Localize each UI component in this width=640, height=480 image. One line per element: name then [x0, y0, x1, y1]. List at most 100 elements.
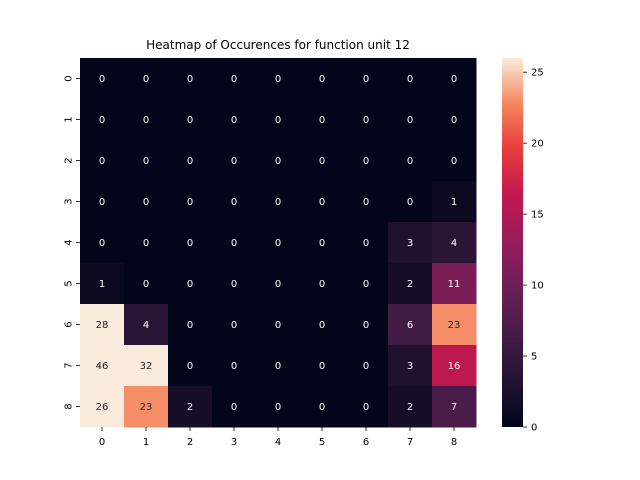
heatmap-cell-r2-c1 [124, 140, 169, 182]
heatmap-cell-r7-c1 [124, 345, 169, 387]
cell-value-r0-c7: 0 [407, 74, 413, 85]
cell-value-r4-c0: 0 [99, 238, 105, 249]
cell-value-r7-c5: 0 [319, 361, 325, 372]
heatmap-cell-r8-c0 [80, 386, 125, 428]
cell-value-r3-c6: 0 [363, 197, 369, 208]
heatmap-cell-r8-c6 [344, 386, 389, 428]
heatmap-cell-r1-c0 [80, 99, 125, 141]
heatmap-cell-r7-c3 [212, 345, 257, 387]
cell-value-r7-c2: 0 [187, 361, 193, 372]
cell-value-r3-c4: 0 [275, 197, 281, 208]
cell-value-r7-c8: 16 [448, 361, 461, 372]
cell-value-r5-c2: 0 [187, 279, 193, 290]
heatmap-cell-r5-c4 [256, 263, 301, 305]
colorbar-tick-label-20: 20 [531, 139, 544, 150]
heatmap-cell-r0-c5 [300, 58, 345, 100]
cell-value-r8-c6: 0 [363, 402, 369, 413]
heatmap-cell-r3-c6 [344, 181, 389, 223]
heatmap-cell-r7-c8 [432, 345, 477, 387]
colorbar: 0 5 10 15 20 25 [502, 58, 544, 434]
cell-value-r1-c4: 0 [275, 115, 281, 126]
chart-title: Heatmap of Occurences for function unit … [146, 38, 410, 52]
heatmap-cell-r1-c8 [432, 99, 477, 141]
cell-value-r3-c3: 0 [231, 197, 237, 208]
colorbar-tick-label-0: 0 [531, 423, 537, 434]
colorbar-tick-label-25: 25 [531, 68, 544, 79]
colorbar-tick-label-15: 15 [531, 210, 544, 221]
heatmap-cell-r3-c0 [80, 181, 125, 223]
cell-value-r5-c4: 0 [275, 279, 281, 290]
x-tick-label-1: 1 [143, 437, 149, 448]
colorbar-tick-label-10: 10 [531, 281, 544, 292]
cell-value-r1-c1: 0 [143, 115, 149, 126]
heatmap-cell-r1-c4 [256, 99, 301, 141]
x-tick-label-4: 4 [275, 437, 281, 448]
colorbar-gradient [502, 58, 523, 427]
y-tick-label-3: 3 [64, 198, 75, 204]
cell-value-r7-c0: 46 [96, 361, 109, 372]
heatmap-cell-r1-c6 [344, 99, 389, 141]
heatmap-cell-r6-c1 [124, 304, 169, 346]
heatmap-cell-r2-c6 [344, 140, 389, 182]
cell-value-r6-c1: 4 [143, 320, 149, 331]
y-axis: 0 1 2 3 4 5 6 7 8 [64, 75, 80, 410]
heatmap-cell-r0-c3 [212, 58, 257, 100]
cell-value-r2-c5: 0 [319, 156, 325, 167]
cell-value-r6-c3: 0 [231, 320, 237, 331]
heatmap-cell-r2-c7 [388, 140, 433, 182]
cell-value-r6-c6: 0 [363, 320, 369, 331]
cell-value-r7-c6: 0 [363, 361, 369, 372]
x-tick-label-7: 7 [407, 437, 413, 448]
heatmap-cell-r4-c5 [300, 222, 345, 264]
cell-value-r0-c2: 0 [187, 74, 193, 85]
heatmap-cell-r6-c7 [388, 304, 433, 346]
heatmap-cell-r0-c6 [344, 58, 389, 100]
cell-value-r2-c3: 0 [231, 156, 237, 167]
cell-value-r6-c4: 0 [275, 320, 281, 331]
heatmap-cell-r6-c2 [168, 304, 213, 346]
cell-value-r3-c2: 0 [187, 197, 193, 208]
cell-value-r8-c4: 0 [275, 402, 281, 413]
y-tick-label-4: 4 [64, 239, 75, 245]
heatmap-cell-r1-c7 [388, 99, 433, 141]
heatmap-cell-r0-c4 [256, 58, 301, 100]
cell-value-r3-c0: 0 [99, 197, 105, 208]
heatmap-cell-r8-c4 [256, 386, 301, 428]
heatmap-cell-r7-c2 [168, 345, 213, 387]
heatmap-cell-r3-c1 [124, 181, 169, 223]
heatmap-cell-r6-c3 [212, 304, 257, 346]
cell-value-r5-c5: 0 [319, 279, 325, 290]
heatmap-cell-r2-c5 [300, 140, 345, 182]
heatmap-cell-r8-c3 [212, 386, 257, 428]
cell-value-r4-c3: 0 [231, 238, 237, 249]
heatmap-cell-r6-c0 [80, 304, 125, 346]
cell-value-r8-c3: 0 [231, 402, 237, 413]
heatmap-cell-r3-c7 [388, 181, 433, 223]
cell-value-r1-c0: 0 [99, 115, 105, 126]
colorbar-tick-label-5: 5 [531, 352, 537, 363]
x-tick-label-0: 0 [99, 437, 105, 448]
cell-value-r1-c5: 0 [319, 115, 325, 126]
cell-value-r4-c2: 0 [187, 238, 193, 249]
colorbar-ticks: 0 5 10 15 20 25 [523, 68, 544, 434]
heatmap-cell-r0-c1 [124, 58, 169, 100]
y-tick-label-6: 6 [64, 321, 75, 327]
cell-value-r0-c8: 0 [451, 74, 457, 85]
cell-value-r6-c8: 23 [448, 320, 461, 331]
x-tick-label-5: 5 [319, 437, 325, 448]
cell-value-r6-c5: 0 [319, 320, 325, 331]
cell-value-r7-c7: 3 [407, 361, 413, 372]
cell-value-r2-c1: 0 [143, 156, 149, 167]
heatmap-cells [80, 58, 477, 428]
cell-value-r1-c2: 0 [187, 115, 193, 126]
heatmap-cell-r4-c2 [168, 222, 213, 264]
heatmap-cell-r1-c5 [300, 99, 345, 141]
cell-value-r2-c8: 0 [451, 156, 457, 167]
cell-value-r3-c1: 0 [143, 197, 149, 208]
y-tick-label-7: 7 [64, 362, 75, 368]
heatmap-cell-r3-c4 [256, 181, 301, 223]
cell-value-r4-c7: 3 [407, 238, 413, 249]
heatmap-cell-r6-c4 [256, 304, 301, 346]
heatmap-cell-r8-c7 [388, 386, 433, 428]
